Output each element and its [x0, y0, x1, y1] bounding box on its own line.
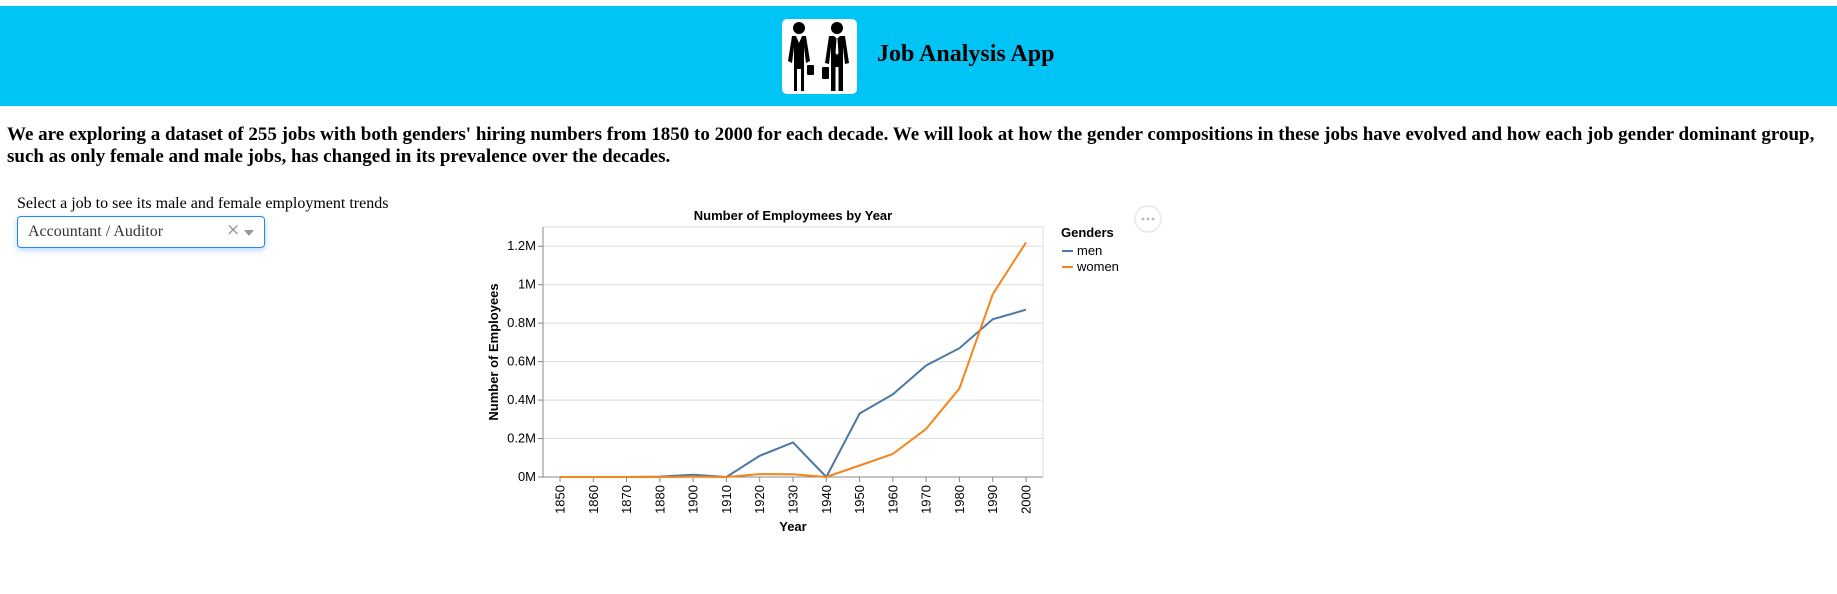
close-icon[interactable]: ×	[226, 220, 241, 240]
y-tick-label: 0.8M	[507, 315, 536, 330]
y-axis-title: Number of Employees	[486, 283, 501, 420]
x-tick-label: 1860	[586, 485, 601, 514]
series-line-women	[560, 241, 1027, 479]
legend-title: Genders	[1061, 225, 1114, 240]
x-tick-label: 1880	[652, 485, 667, 514]
app-header: Job Analysis App	[0, 6, 1837, 106]
y-tick-label: 0.2M	[507, 431, 536, 446]
chevron-down-icon[interactable]	[244, 230, 254, 236]
chart-title: Number of Employmees by Year	[694, 208, 892, 223]
x-tick-label: 1920	[752, 485, 767, 514]
more-horizontal-icon[interactable]	[1134, 205, 1162, 233]
job-select-label: Select a job to see its male and female …	[17, 195, 389, 212]
job-select-dropdown[interactable]: Accountant / Auditor ×	[17, 216, 265, 248]
y-tick-label: 1M	[518, 277, 536, 292]
x-tick-label: 1960	[885, 485, 900, 514]
x-tick-label: 1950	[852, 485, 867, 514]
job-select-value: Accountant / Auditor	[28, 223, 164, 240]
logo	[782, 19, 857, 94]
axes: 0M 0.2M 0.4M 0.6M 0.8M 1M 1.2M 1850 1860 1870 1880…	[507, 227, 1043, 514]
plot-frame	[542, 226, 1044, 478]
legend-label-men: men	[1077, 243, 1102, 258]
legend-label-women: women	[1076, 259, 1119, 274]
x-tick-label: 1930	[786, 485, 801, 514]
x-tick-label: 1850	[553, 485, 568, 514]
x-tick-label: 1970	[919, 485, 934, 514]
x-axis-title: Year	[779, 519, 806, 534]
x-tick-label: 1940	[819, 485, 834, 514]
y-tick-label: 0.4M	[507, 392, 536, 407]
y-tick-label: 0.6M	[507, 354, 536, 369]
x-tick-label: 1980	[952, 485, 967, 514]
x-tick-label: 2000	[1019, 485, 1034, 514]
series-lines	[560, 241, 1027, 479]
x-tick-label: 1900	[686, 485, 701, 514]
y-tick-label: 1.2M	[507, 238, 536, 253]
businesswoman-businessman-icon	[788, 22, 849, 91]
intro-text: We are exploring a dataset of 255 jobs w…	[7, 124, 1815, 167]
x-tick-label: 1870	[619, 485, 634, 514]
y-tick-label: 0M	[518, 469, 536, 484]
app-title: Job Analysis App	[877, 41, 1055, 67]
x-tick-label: 1990	[985, 485, 1000, 514]
x-tick-label: 1910	[719, 485, 734, 514]
